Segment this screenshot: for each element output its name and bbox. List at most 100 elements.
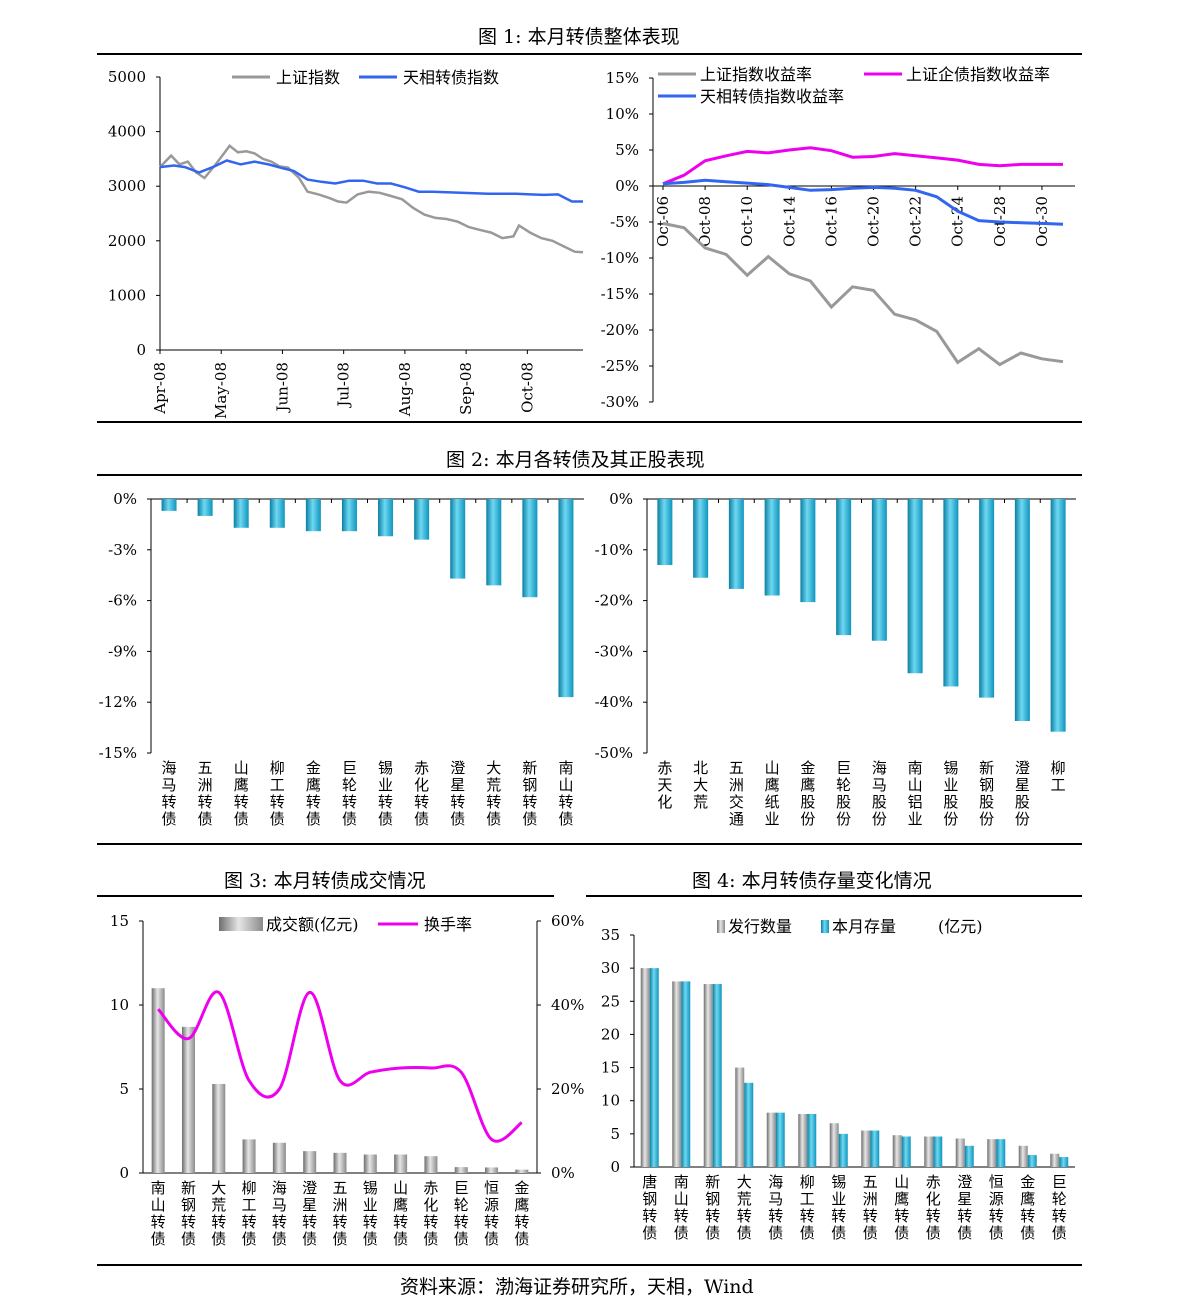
x-category-label: 柳工转债: [800, 1173, 815, 1242]
bar-issued: [640, 968, 650, 1167]
x-tick-label: May-08: [212, 362, 230, 419]
y2-tick-label: 20%: [551, 1080, 584, 1098]
y-tick-label: -50%: [595, 744, 633, 762]
x-tick-label: Aug-08: [396, 362, 414, 417]
series-line-2: [159, 159, 583, 203]
x-category-label: 山鹰转债: [393, 1179, 408, 1248]
legend-label: 天相转债指数: [403, 68, 499, 87]
x-tick-label: Oct-08: [518, 362, 536, 413]
legend-label: 上证指数: [276, 68, 340, 87]
y-tick-label: -20%: [595, 592, 633, 610]
bar: [305, 499, 321, 532]
x-category-label: 新钢股份: [979, 759, 994, 828]
y-tick-label: 1000: [108, 286, 146, 304]
bar: [272, 1142, 286, 1173]
x-category-label: 新钢转债: [181, 1179, 196, 1248]
x-category-label: 柳工: [1051, 759, 1066, 794]
x-category-label: 赤化转债: [414, 759, 429, 828]
legend-swatch: [717, 920, 725, 933]
bar-issued: [829, 1123, 839, 1167]
figure-4-title: 图 4: 本月转债存量变化情况: [692, 870, 932, 892]
y-tick-label: -10%: [595, 541, 633, 559]
bar: [151, 988, 165, 1173]
x-category-label: 金鹰转债: [306, 759, 321, 828]
y-tick-label: 10: [110, 996, 129, 1014]
x-category-label: 五洲转债: [863, 1173, 878, 1242]
bar-issued: [955, 1138, 965, 1167]
footer-rule: [97, 1264, 1082, 1266]
bar: [764, 499, 780, 596]
bar-issued: [735, 1067, 745, 1167]
y-tick-label: -9%: [108, 642, 137, 660]
x-category-label: 锡业转债: [378, 759, 393, 828]
bar-outstanding: [775, 1112, 785, 1167]
figure-2-bottom-rule: [97, 843, 1082, 845]
turnover-rate-line: [157, 990, 523, 1143]
bar-issued: [861, 1130, 871, 1167]
bar: [979, 499, 995, 698]
x-tick-label: Apr-08: [151, 362, 169, 415]
bar-outstanding: [807, 1113, 817, 1167]
series-line-1: [159, 144, 584, 254]
bar: [1014, 499, 1030, 721]
x-category-label: 山鹰转债: [234, 759, 249, 828]
bar-issued: [1018, 1145, 1028, 1167]
x-category-label: 澄星股份: [1015, 759, 1030, 828]
y2-tick-label: 60%: [551, 912, 584, 930]
bar: [233, 499, 249, 528]
y-tick-label: -5%: [610, 213, 639, 231]
y-tick-label: 0%: [615, 177, 639, 195]
x-category-label: 赤化转债: [926, 1173, 941, 1242]
x-category-label: 金鹰转债: [514, 1179, 529, 1248]
y-tick-label: 0: [610, 1158, 620, 1176]
x-category-label: 恒源转债: [989, 1173, 1004, 1242]
bar-outstanding: [712, 984, 722, 1167]
bar-outstanding: [1059, 1157, 1069, 1167]
y2-tick-label: 40%: [551, 996, 584, 1014]
x-category-label: 赤化转债: [423, 1179, 438, 1248]
y-tick-label: 25: [601, 992, 620, 1010]
x-tick-label: Oct-16: [822, 196, 840, 247]
x-category-label: 南山转债: [674, 1173, 689, 1242]
x-tick-label: Jun-08: [273, 362, 291, 414]
legend-label: 上证指数收益率: [700, 65, 812, 84]
x-category-label: 唐钢转债: [642, 1173, 657, 1242]
x-category-label: 山鹰转债: [894, 1173, 909, 1242]
bar: [485, 1167, 499, 1173]
bar: [341, 499, 357, 532]
bar: [515, 1169, 529, 1173]
figure-1-top-rule: [97, 53, 1082, 55]
x-category-label: 新钢转债: [705, 1173, 720, 1242]
bar: [693, 499, 709, 578]
bar: [161, 499, 177, 511]
x-category-label: 大荒转债: [737, 1173, 752, 1242]
y-tick-label: 5: [119, 1080, 129, 1098]
x-tick-label: Sep-08: [457, 362, 475, 415]
legend-label: 本月存量: [832, 917, 896, 936]
legend-label: 发行数量: [728, 917, 792, 936]
y-tick-label: 20: [601, 1025, 620, 1043]
x-category-label: 澄星转债: [450, 759, 465, 828]
bar-issued: [672, 981, 682, 1167]
y-tick-label: 0%: [609, 490, 633, 508]
x-category-label: 锡业股份: [943, 759, 958, 828]
x-category-label: 五洲转债: [198, 759, 213, 828]
bar-issued: [766, 1112, 776, 1167]
y-tick-label: 15: [601, 1059, 620, 1077]
figure-3-title: 图 3: 本月转债成交情况: [224, 870, 426, 892]
x-category-label: 南山铝业: [908, 759, 923, 828]
y-tick-label: 5%: [615, 141, 639, 159]
bar-outstanding: [933, 1136, 943, 1167]
legend-label: 上证企债指数收益率: [906, 65, 1050, 84]
x-category-label: 大荒转债: [486, 759, 501, 828]
y-tick-label: -30%: [595, 642, 633, 660]
y-tick-label: 0: [119, 1164, 129, 1182]
x-category-label: 巨轮转债: [1052, 1173, 1067, 1242]
bar-outstanding: [744, 1082, 754, 1167]
y-tick-label: 10%: [606, 105, 639, 123]
y-tick-label: 15: [110, 912, 129, 930]
bar-outstanding: [681, 981, 691, 1167]
x-category-label: 南山转债: [558, 759, 573, 828]
x-category-label: 柳工转债: [242, 1179, 257, 1248]
